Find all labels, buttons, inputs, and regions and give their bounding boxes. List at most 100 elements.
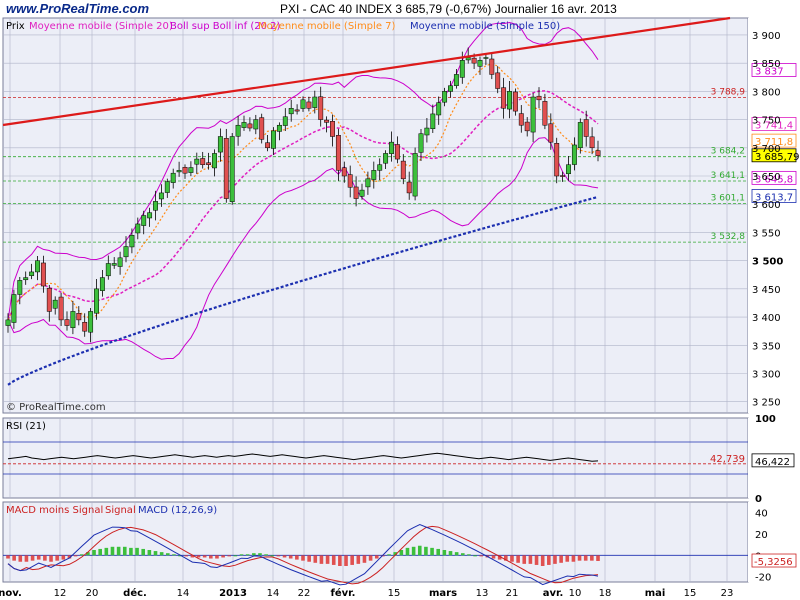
bollinger-lower	[7, 137, 599, 360]
candle-body	[288, 108, 294, 115]
candle-body	[400, 160, 406, 180]
price-tag-box	[751, 189, 797, 203]
time-tick-label: avr.	[543, 588, 564, 599]
candle-body	[501, 87, 507, 109]
candle-body	[335, 135, 341, 171]
macd-hist-bar	[233, 555, 238, 557]
macd-hist-bar	[184, 555, 189, 557]
macd-hist-bar	[344, 555, 348, 566]
price-tag-label: 3 645,8	[755, 174, 793, 185]
macd-hist-bar	[301, 555, 305, 561]
candlesticks	[5, 47, 601, 343]
price-tag-box	[751, 117, 797, 131]
candle-body	[566, 164, 571, 175]
macd-hist-bar	[313, 555, 318, 563]
candle-body	[383, 153, 389, 164]
candle-body	[418, 133, 424, 153]
macd-hist-bar	[553, 555, 557, 564]
legend-ma150: Moyenne mobile (Simple 150)	[410, 21, 560, 32]
candle-body	[595, 150, 601, 156]
macd-hist-bar	[135, 547, 139, 556]
time-tick-label: 21	[506, 588, 519, 599]
macd-hist-bar	[319, 555, 324, 564]
candle-body	[176, 170, 182, 173]
price-axis-area	[748, 18, 800, 413]
macd-hist-bar	[417, 545, 422, 556]
candle-body	[35, 260, 40, 273]
macd-hist-bar	[110, 546, 115, 556]
trendline	[2, 16, 731, 127]
macd-hist-bar	[577, 555, 582, 561]
macd-hist-bar	[122, 546, 127, 556]
candle-body	[483, 57, 489, 59]
ma7-line	[7, 63, 599, 321]
candle-body	[453, 74, 459, 86]
candle-body	[477, 60, 483, 67]
candle-body	[182, 167, 188, 174]
macd-hist-bar	[18, 555, 23, 562]
site-logo[interactable]: www.ProRealTime.com	[6, 1, 150, 16]
price-tick-label: 3 900	[752, 31, 781, 42]
macd-panel[interactable]	[2, 501, 749, 583]
candle-body	[76, 312, 82, 321]
macd-hist-bar	[252, 553, 256, 556]
candle-body	[530, 96, 536, 133]
rsi-plot: 42,73910050046,422	[3, 414, 795, 505]
macd-hist-bar	[442, 550, 447, 556]
candle-body	[253, 119, 259, 130]
macd-hist-bar	[454, 552, 459, 556]
macd-hist-bar	[55, 555, 59, 561]
ma150-line	[7, 195, 599, 386]
macd-hist-bar	[196, 555, 201, 558]
candle-body	[164, 181, 170, 193]
macd-tick-label: 20	[755, 530, 768, 541]
macd-value-label: -5,3256	[754, 557, 793, 568]
macd-hist-bar	[547, 555, 551, 565]
time-tick-label: 12	[54, 588, 67, 599]
macd-hist-bar	[473, 555, 477, 557]
macd-hist-bar	[129, 547, 133, 556]
candle-body	[200, 158, 206, 165]
candle-body	[371, 170, 377, 180]
candle-body	[448, 85, 453, 92]
macd-hist-bar	[227, 555, 232, 557]
price-tick-label: 3 800	[752, 87, 781, 98]
candle-body	[377, 164, 383, 171]
candle-body	[147, 212, 153, 219]
candle-body	[489, 58, 495, 75]
macd-hist-bar	[571, 555, 576, 562]
candle-body	[141, 215, 147, 226]
level-label: 3 601,1	[711, 194, 745, 204]
time-tick-label: 2013	[219, 588, 247, 599]
macd-hist-bar	[209, 555, 213, 559]
rsi-value-label: 46,422	[755, 457, 790, 468]
rsi-level-label: 42,739	[710, 454, 745, 465]
candle-body	[217, 136, 223, 153]
macd-hist-bar	[153, 551, 158, 556]
candle-body	[223, 138, 229, 199]
legend-boll: Boll sup Boll inf (20 2)	[170, 21, 280, 32]
price-panel[interactable]	[2, 17, 749, 414]
macd-hist-bar	[79, 554, 84, 556]
level-label: 3 788,9	[711, 88, 746, 98]
macd-hist-bar	[104, 547, 109, 556]
candle-body	[29, 271, 35, 276]
macd-hist-bar	[165, 553, 170, 556]
candle-body	[52, 299, 58, 309]
candle-body	[524, 121, 530, 132]
macd-hist-bar	[288, 555, 293, 559]
time-tick-label: 15	[684, 588, 697, 599]
rsi-panel[interactable]	[2, 417, 749, 499]
price-tick-label: 3 850	[752, 59, 781, 70]
candle-body	[129, 235, 135, 248]
candle-body	[512, 91, 518, 112]
macd-hist-bar	[270, 555, 275, 557]
macd-hist-bar	[221, 555, 225, 558]
candle-body	[206, 162, 212, 165]
rsi-line	[7, 452, 599, 462]
legend-ma20: Moyenne mobile (Simple 20)	[29, 21, 173, 32]
chart-title: PXI - CAC 40 INDEX 3 685,79 (-0,67%) Jou…	[280, 2, 617, 16]
rsi-tick-label: 100	[755, 414, 776, 425]
